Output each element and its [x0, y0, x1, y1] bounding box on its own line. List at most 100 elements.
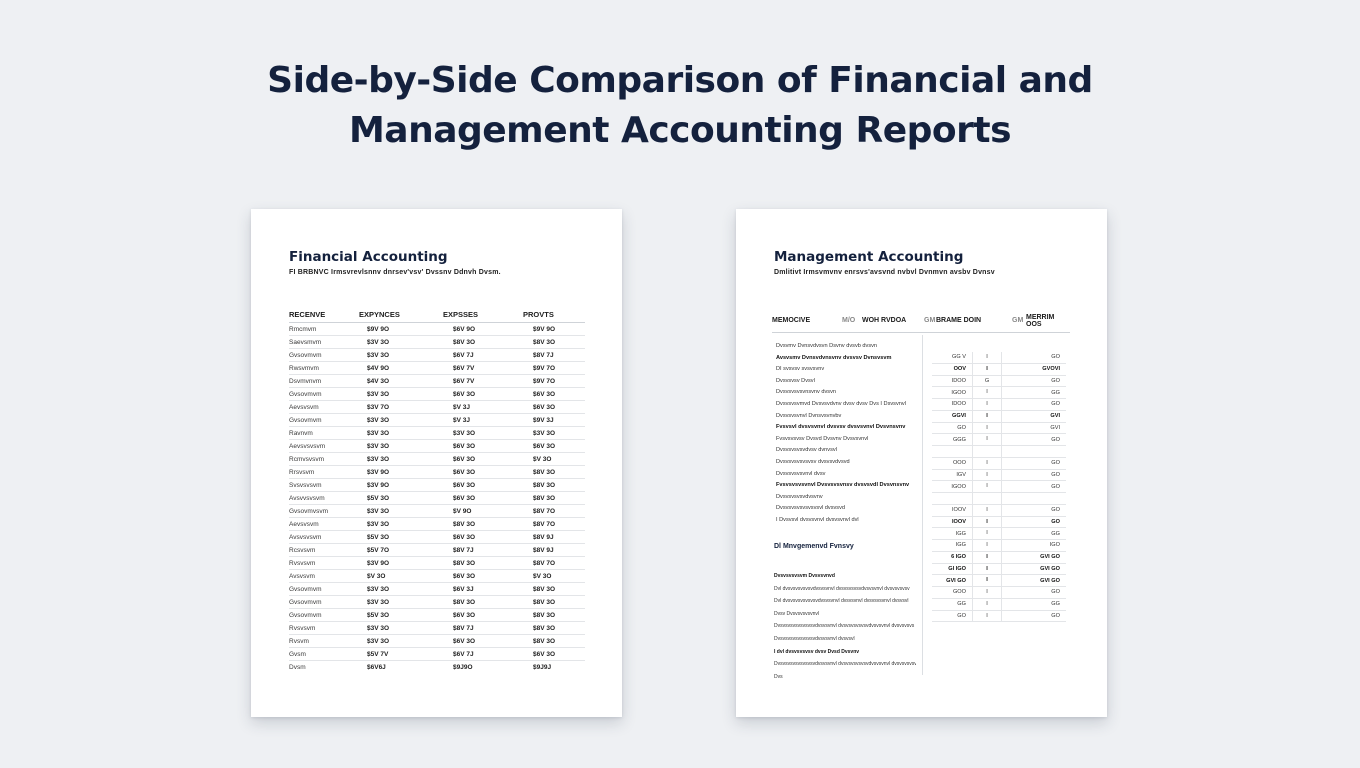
- financial-report-title: Financial Accounting: [289, 249, 448, 265]
- management-notes: Dvsvsvsvsvm Dvsvsvnvd Dvl dvsvsvsvsvsvdvs…: [774, 573, 916, 686]
- financial-table-cell: Gvsovmvm: [289, 416, 322, 424]
- page-title-line-1: Side-by-Side Comparison of Financial and: [267, 60, 1093, 101]
- management-value-cell: GO: [1051, 612, 1060, 619]
- financial-table-cell: $6V 3O: [453, 572, 476, 580]
- management-value-cell: GO: [1051, 518, 1060, 525]
- management-value-cell: I: [972, 516, 1002, 528]
- management-value-cell: GG: [1051, 530, 1060, 537]
- financial-table-cell: $3V 3O: [533, 429, 556, 437]
- financial-table-cell: $6V 7J: [453, 351, 474, 359]
- management-note-line: Dvsvsvsvsvsvsvsvdvsvsvnvl dvsvsvl: [774, 635, 855, 642]
- financial-table-cell: $V 3J: [453, 403, 470, 411]
- management-value-cell: IDOO: [951, 377, 966, 384]
- management-value-cell: I: [972, 504, 1002, 516]
- financial-table-cell: $8V 7O: [533, 559, 556, 567]
- management-values-row: GO I GO: [932, 610, 1066, 623]
- financial-table-cell: $3V 9O: [367, 481, 390, 489]
- management-col-header: WOH RVDOA: [862, 317, 907, 324]
- financial-table-cell: $6V 3O: [453, 442, 476, 450]
- financial-table-cell: $3V 3O: [367, 624, 390, 632]
- financial-table-cell: Rcsvsvm: [289, 546, 316, 554]
- management-value-cell: GVI GO: [1040, 554, 1060, 561]
- financial-table-cell: $8V 3O: [453, 520, 476, 528]
- financial-table-cell: $4V 3O: [367, 377, 390, 385]
- management-table-header: MEMOCIVE M/O WOH RVDOA GM BRAME DOIN GM …: [772, 309, 1070, 333]
- management-value-cell: GO: [957, 424, 966, 431]
- financial-table-row: Ravnvm $3V 3O $3V 3O $3V 3O: [289, 427, 585, 440]
- management-values-row: IOOV I GO: [932, 516, 1066, 529]
- financial-table-cell: Rvsvsvm: [289, 559, 316, 567]
- management-value-cell: GO: [1051, 471, 1060, 478]
- financial-table-cell: Saevsmvm: [289, 338, 322, 346]
- management-values-row: GI IGO I GVI GO: [932, 563, 1066, 576]
- management-value-cell: GO: [1051, 460, 1060, 467]
- financial-table-cell: $3V 3O: [367, 338, 390, 346]
- management-value-cell: OOO: [952, 460, 966, 467]
- management-line-item: Avsvsmv Dvnsvdvnsvnv dvsvsv Dvnsvsvm: [776, 354, 892, 361]
- management-values-row: GG V I GO: [932, 352, 1066, 364]
- management-value-cell: GVI GO: [946, 577, 966, 584]
- financial-table-cell: $V 3O: [533, 455, 552, 463]
- financial-table-row: Gvsovmvm $3V 3O $8V 3O $8V 3O: [289, 596, 585, 609]
- financial-table-cell: $3V 3O: [453, 429, 476, 437]
- financial-table-cell: $8V 3O: [533, 468, 556, 476]
- financial-table-cell: Rvsvm: [289, 637, 309, 645]
- financial-table-cell: $9V 7O: [533, 364, 556, 372]
- management-value-cell: GG: [957, 601, 966, 608]
- management-value-cell: GVI GO: [1040, 565, 1060, 572]
- financial-table-row: Avsvsvm $V 3O $6V 3O $V 3O: [289, 570, 585, 583]
- financial-table-cell: $8V 7J: [453, 546, 474, 554]
- management-column-divider: [922, 335, 923, 675]
- financial-table-cell: Avsvsvm: [289, 572, 315, 580]
- management-note-line: Dvsv Dvsvsvsvsvnvl: [774, 610, 820, 617]
- management-values-row: GG I GG: [932, 598, 1066, 611]
- financial-table-row: Aevsvsvm $3V 7O $V 3J $6V 3O: [289, 401, 585, 414]
- financial-table-cell: $6V 7J: [453, 650, 474, 658]
- financial-table-cell: $8V 9J: [533, 546, 554, 554]
- management-value-cell: I: [972, 551, 1002, 563]
- financial-col-header: EXPSSES: [443, 310, 479, 319]
- financial-table-cell: Gvsovmvm: [289, 585, 322, 593]
- financial-table-header: RECENVE EXPYNCES EXPSSES PROVTS: [289, 307, 585, 323]
- management-values-row: GO I GVI: [932, 422, 1066, 435]
- management-value-cell: IGOO: [951, 389, 966, 396]
- financial-table-cell: $3V 3O: [367, 507, 390, 515]
- financial-table-cell: $8V 3O: [533, 494, 556, 502]
- management-value-cell: GO: [1051, 589, 1060, 596]
- financial-table-cell: Aevsvsvsvm: [289, 442, 326, 450]
- financial-table-cell: Gvsovmvm: [289, 390, 322, 398]
- management-value-cell: GO: [1051, 507, 1060, 514]
- financial-table-cell: $6V 3O: [453, 637, 476, 645]
- financial-table-cell: Gvsovmvm: [289, 351, 322, 359]
- management-value-cell: GG: [1051, 389, 1060, 396]
- financial-table-cell: $9J9O: [453, 664, 473, 671]
- financial-table-cell: Avsvsvsvm: [289, 533, 322, 541]
- financial-table-row: Rcmvsvsvm $3V 3O $6V 3O $V 3O: [289, 453, 585, 466]
- financial-table-cell: $3V 9O: [367, 559, 390, 567]
- financial-table-cell: $6V 9O: [453, 325, 476, 333]
- financial-table-cell: Dvsm: [289, 664, 306, 671]
- management-value-cell: GGVI: [952, 413, 966, 420]
- management-value-cell: I: [972, 387, 1002, 398]
- financial-table-cell: Gvsovmvsvm: [289, 507, 328, 515]
- financial-table-cell: $3V 3O: [367, 351, 390, 359]
- management-col-header: MEMOCIVE: [772, 317, 811, 324]
- financial-col-header: PROVTS: [523, 310, 554, 319]
- financial-table-cell: Gvsovmvm: [289, 598, 322, 606]
- management-value-cell: GOO: [952, 589, 966, 596]
- management-note-line: Dvs: [774, 673, 783, 680]
- management-line-item: Fvsvsvsvsv Dvsvd Dvsvnv Dvsvsvnvl: [776, 435, 869, 442]
- financial-table-cell: Aevsvsvm: [289, 520, 319, 528]
- management-col-header: GM: [924, 317, 936, 324]
- financial-table-cell: $6V 3O: [453, 390, 476, 398]
- financial-table-cell: $6V 3O: [533, 403, 556, 411]
- financial-table-row: Dsvmvnvm $4V 3O $6V 7V $9V 7O: [289, 375, 585, 388]
- financial-table-cell: Svsvsvsvm: [289, 481, 322, 489]
- management-value-cell: GVOVI: [1042, 366, 1060, 373]
- management-value-cell: I: [972, 598, 1002, 610]
- management-values-row: GGVI I GVI: [932, 410, 1066, 423]
- management-values-row: IDOO I GO: [932, 399, 1066, 411]
- financial-table-cell: $3V 3O: [367, 585, 390, 593]
- management-line-item: Fvsvsvsvsvnvl Dvsvsvsvnsv dvsvsvdl Dvsvn…: [776, 482, 910, 489]
- management-value-cell: G: [972, 375, 1002, 387]
